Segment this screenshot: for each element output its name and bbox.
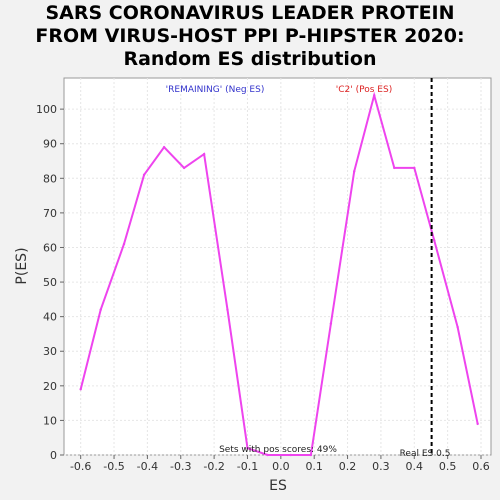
- data-point: [456, 325, 459, 329]
- data-point: [162, 145, 166, 149]
- x-tick-label: 0.5: [439, 460, 457, 473]
- y-tick-label: 50: [43, 276, 57, 289]
- y-tick-label: 20: [43, 380, 57, 393]
- y-tick-label: 0: [50, 449, 57, 462]
- x-axis: -0.6 -0.5 -0.4 -0.3 -0.2 -0.1 0.0 0.1 0.2 0.3 0.4 0…: [70, 455, 490, 473]
- y-tick-label: 70: [43, 207, 57, 220]
- y-tick-label: 90: [43, 138, 57, 151]
- plot-area: [63, 77, 492, 456]
- data-points: [79, 94, 479, 457]
- x-tick-label: -0.5: [103, 460, 124, 473]
- data-point: [246, 446, 249, 450]
- real-es-label: Real ES 0.5: [400, 449, 451, 459]
- x-tick-label: 0.4: [406, 460, 424, 473]
- series-line: [79, 91, 479, 456]
- data-point: [413, 166, 416, 170]
- neg-es-label: 'REMAINING' (Neg ES): [166, 85, 265, 95]
- data-point: [122, 242, 126, 246]
- y-tick-label: 100: [36, 103, 57, 116]
- data-point: [99, 308, 102, 311]
- grid-lines: [64, 78, 491, 456]
- data-point: [373, 94, 376, 97]
- x-tick-label: 0.0: [272, 460, 290, 473]
- data-point: [476, 422, 479, 426]
- data-point: [142, 173, 146, 177]
- chart-title-line-2: FROM VIRUS-HOST PPI P-HIPSTER 2020:: [35, 25, 465, 47]
- y-tick-label: 30: [43, 345, 57, 358]
- y-tick-label: 80: [43, 172, 57, 185]
- pos-scores-annotation: Sets with pos scores: 49%: [219, 445, 337, 455]
- y-axis: 0 10 20 30 40 50 60 70 80 90 100: [36, 103, 64, 462]
- x-tick-label: -0.3: [170, 460, 191, 473]
- y-tick-label: 40: [43, 311, 57, 324]
- y-tick-label: 60: [43, 241, 57, 254]
- x-axis-label: ES: [269, 478, 287, 494]
- x-tick-label: -0.6: [70, 460, 91, 473]
- pos-es-label: 'C2' (Pos ES): [336, 85, 392, 95]
- x-tick-label: 0.1: [305, 460, 323, 473]
- x-tick-label: 0.3: [372, 460, 390, 473]
- x-tick-label: -0.1: [237, 460, 258, 473]
- data-point: [329, 322, 333, 325]
- data-point: [289, 453, 293, 457]
- chart-title: SARS CORONAVIRUS LEADER PROTEIN FROM VIR…: [0, 2, 500, 71]
- y-axis-label: P(ES): [14, 247, 30, 284]
- chart-title-line-1: SARS CORONAVIRUS LEADER PROTEIN: [45, 2, 455, 24]
- data-point: [226, 308, 229, 311]
- x-tick-label: -0.2: [203, 460, 224, 473]
- data-point: [182, 166, 186, 170]
- data-point: [393, 166, 396, 170]
- data-point: [79, 388, 82, 391]
- x-tick-label: 0.2: [339, 460, 357, 473]
- y-tick-label: 10: [43, 414, 57, 427]
- chart-title-line-3: Random ES distribution: [123, 48, 377, 70]
- data-point: [353, 170, 356, 173]
- data-point: [309, 453, 313, 457]
- x-tick-label: -0.4: [137, 460, 158, 473]
- data-point: [202, 152, 206, 156]
- data-point: [266, 453, 269, 457]
- data-point: [433, 239, 436, 242]
- x-tick-label: 0.6: [472, 460, 490, 473]
